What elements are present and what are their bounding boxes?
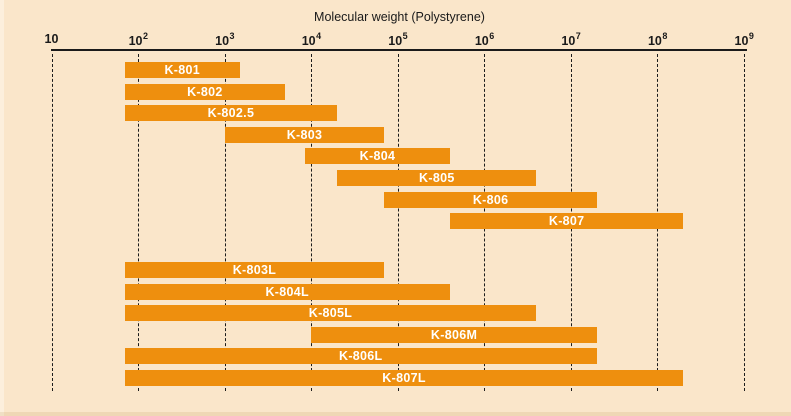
gridline-10e5 [397,54,399,391]
range-bar-k-807: K-807 [449,213,684,230]
x-tick-10e8: 108 [647,31,668,49]
x-axis-line [51,49,747,51]
bar-label-k-801: K-801 [164,63,201,77]
bar-label-k-804: K-804 [359,149,396,164]
chart-title: Molecular weight (Polystyrene) [314,10,485,24]
bar-label-k-807: K-807 [548,214,585,229]
bar-label-k-807l: K-807L [382,371,426,385]
gridline-10e2 [138,54,140,391]
range-bar-k-802: K-802 [124,83,286,100]
range-bar-k-806m: K-806M [311,326,597,343]
bar-label-k-805: K-805 [419,171,455,185]
bar-label-k-805l: K-805L [308,306,353,321]
x-tick-10e5: 105 [388,31,408,49]
x-tick-10e6: 106 [474,31,495,49]
range-bar-k-806: K-806 [384,191,597,208]
gridline-10e4 [311,54,313,391]
range-bar-k-804l: K-804L [124,283,450,300]
gridline-10 [51,54,53,391]
x-tick-10e4: 104 [301,31,322,49]
bar-label-k-806: K-806 [472,192,509,207]
x-tick-10e3: 103 [215,31,235,49]
x-tick-10e7: 107 [561,31,581,49]
gridline-10e9 [743,54,745,391]
x-tick-10: 10 [44,32,59,46]
x-tick-10e2: 102 [128,31,149,49]
bar-label-k-802: K-802 [187,84,223,99]
gridline-10e3 [224,54,226,391]
range-bar-k-805l: K-805L [124,305,537,322]
range-bar-k-807l: K-807L [124,370,684,386]
bar-label-k-803l: K-803L [232,263,277,277]
x-tick-10e9: 109 [734,31,754,49]
range-bar-k-802.5: K-802.5 [124,105,338,122]
bar-label-k-802.5: K-802.5 [207,106,255,121]
bar-label-k-806m: K-806M [430,327,478,342]
range-bar-k-803l: K-803L [124,262,385,278]
bar-label-k-804l: K-804L [265,284,309,299]
range-bar-k-801: K-801 [124,62,240,78]
bar-label-k-803: K-803 [286,127,323,142]
range-bar-k-805: K-805 [337,170,537,186]
range-bar-k-806l: K-806L [124,348,597,365]
range-bar-k-803: K-803 [224,126,385,143]
range-bar-k-804: K-804 [305,148,450,165]
bar-label-k-806l: K-806L [339,349,383,364]
